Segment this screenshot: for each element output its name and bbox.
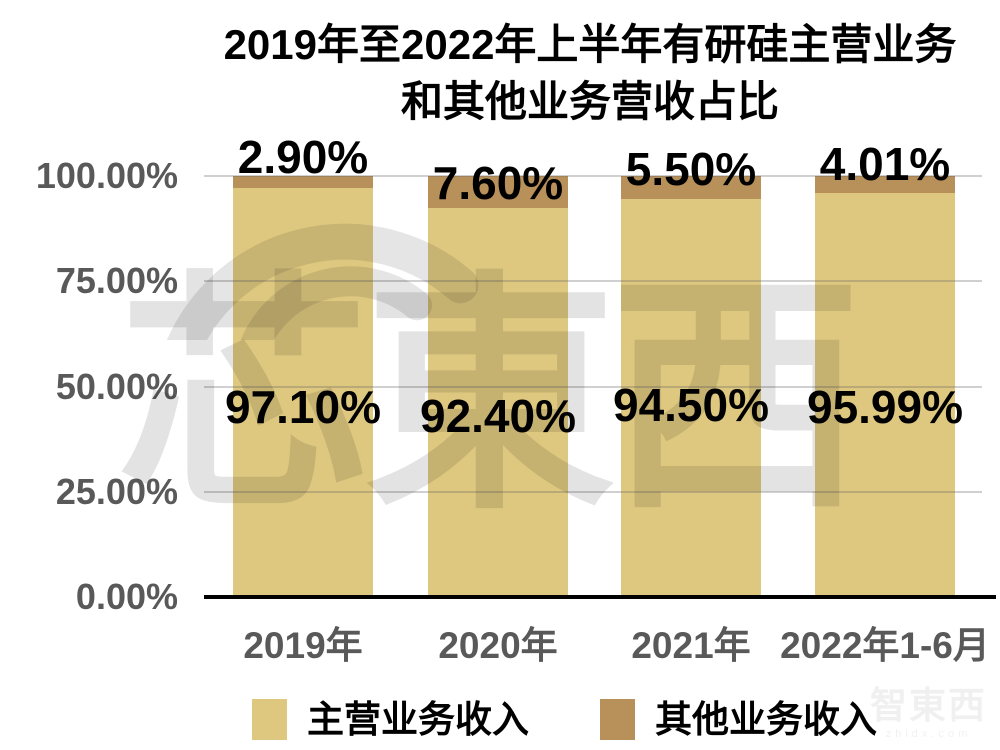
bar-other-segment-1 — [233, 176, 373, 189]
y-axis-label-2: 50.00% — [55, 365, 178, 407]
y-gridline-3 — [204, 490, 982, 493]
legend-swatch-main-business — [252, 699, 287, 740]
legend-swatch-other-business — [600, 699, 635, 740]
other-value-label-3: 5.50% — [625, 143, 757, 195]
chart-title: 2019年至2022年上半年有研硅主营业务 和其他业务营收占比 — [180, 16, 1000, 130]
bar-other-segment-4 — [815, 176, 955, 193]
x-axis-label-4: 2022年1-6月 — [780, 625, 990, 666]
bar-main-segment-2 — [428, 207, 568, 597]
main-value-label-4: 95.99% — [806, 381, 963, 433]
other-value-label-2: 7.60% — [432, 157, 564, 209]
x-axis-label-2: 2020年 — [438, 625, 558, 666]
legend-item-main: 主营业务收入 — [252, 699, 529, 740]
y-gridline-0 — [204, 175, 982, 177]
other-value-label-4: 4.01% — [819, 138, 951, 190]
y-axis-label-0: 100.00% — [35, 155, 178, 196]
bar-main-segment-1 — [233, 188, 373, 597]
x-axis-line — [204, 595, 996, 599]
y-axis-label-4: 0.00% — [75, 576, 178, 617]
x-axis-label-3: 2021年 — [631, 625, 751, 666]
legend-label-main-business: 主营业务收入 — [307, 699, 529, 740]
y-axis-label-3: 25.00% — [55, 470, 178, 512]
other-value-label-1: 2.90% — [237, 131, 369, 183]
y-gridline-1 — [204, 280, 982, 283]
y-axis-label-1: 75.00% — [55, 260, 178, 302]
legend-item-other: 其他业务收入 — [600, 699, 877, 740]
chart-title-line2: 和其他业务营收占比 — [400, 78, 779, 125]
bar-main-segment-3 — [621, 199, 761, 597]
x-axis-label-1: 2019年 — [243, 625, 363, 666]
legend-label-other-business: 其他业务收入 — [655, 699, 877, 740]
chart-title-line1: 2019年至2022年上半年有研硅主营业务 — [223, 21, 957, 68]
bar-other-segment-3 — [621, 176, 761, 200]
bar-main-segment-4 — [815, 192, 955, 597]
main-value-label-3: 94.50% — [612, 379, 769, 431]
y-gridline-2 — [204, 385, 982, 388]
main-value-label-2: 92.40% — [419, 390, 576, 442]
bar-other-segment-2 — [428, 176, 568, 208]
main-value-label-1: 97.10% — [224, 381, 381, 433]
